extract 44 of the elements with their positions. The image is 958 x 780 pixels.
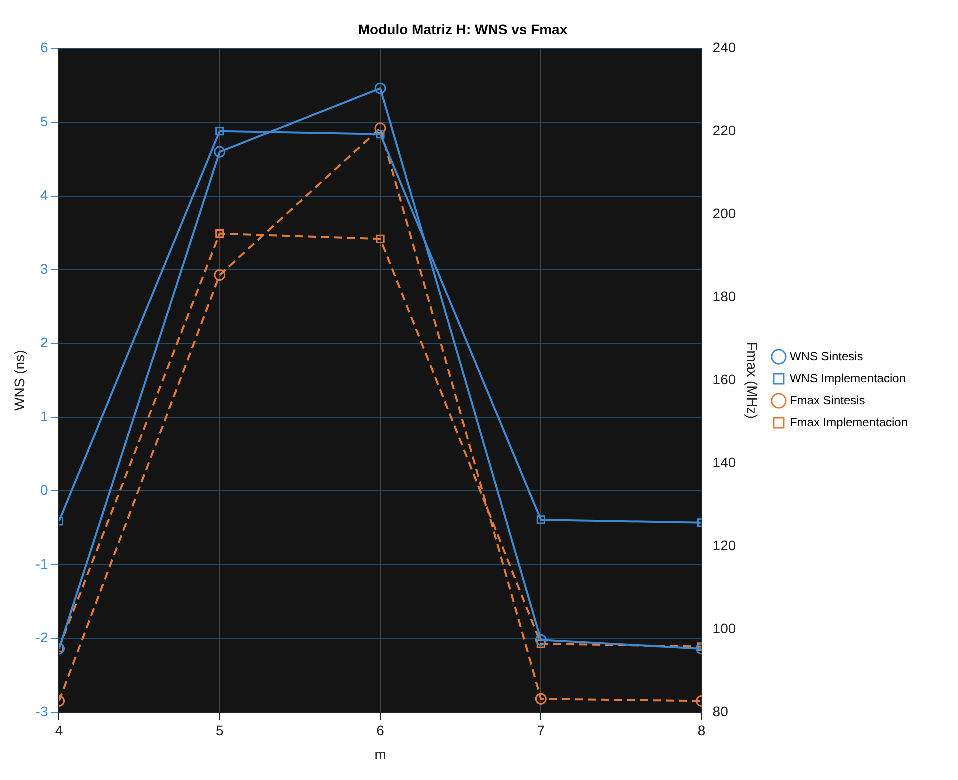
x-tick-label: 4 (55, 722, 64, 739)
x-tick-label: 5 (216, 722, 224, 739)
point (374, 82, 386, 94)
point (214, 146, 226, 158)
y-axis-title: WNS (ns) (11, 350, 28, 411)
chart-title: Modulo Matriz H: WNS vs Fmax (358, 21, 568, 38)
y2-axis-title: Fmax (MHz) (744, 342, 761, 420)
y-tick-label: 1 (40, 408, 48, 424)
y2-tick-label: 200 (712, 206, 736, 222)
y2-tick-label: 80 (712, 703, 729, 720)
y-tick-label: 2 (40, 334, 48, 351)
y-tick-label: 3 (40, 260, 48, 277)
y-tick-label: -2 (36, 630, 48, 646)
x-tick-label: 8 (698, 722, 706, 739)
point (376, 130, 385, 139)
y-tick-label: 4 (40, 187, 48, 204)
point (535, 693, 547, 705)
point (374, 122, 386, 134)
legend-label: WNS Sintesis (790, 349, 864, 364)
point (536, 640, 546, 648)
y2-tick-label: 240 (712, 40, 736, 56)
x-tick-label: 7 (537, 722, 546, 739)
x-tick-label: 6 (376, 722, 385, 739)
y-tick-label: 0 (40, 482, 48, 498)
legend-label: Fmax Sintesis (790, 393, 866, 408)
point (536, 516, 546, 524)
point (216, 127, 224, 136)
y2-tick-label: 160 (712, 371, 736, 388)
point (214, 270, 226, 282)
y2-tick-label: 180 (712, 288, 736, 305)
y-tick-label: 6 (40, 40, 48, 56)
y-tick-label: -3 (36, 703, 48, 720)
y-tick-label: -1 (36, 556, 48, 572)
point (376, 234, 385, 244)
x-axis-title: m (374, 746, 386, 762)
legend-label: WNS Implementacion (790, 371, 906, 386)
y2-tick-label: 120 (712, 537, 736, 554)
legend-label: Fmax Implementacion (790, 415, 908, 430)
point (535, 634, 547, 646)
y2-tick-label: 220 (712, 122, 736, 139)
point (216, 229, 224, 238)
y2-tick-label: 100 (712, 620, 736, 636)
y-tick-label: 5 (40, 113, 48, 130)
y2-tick-label: 140 (712, 454, 736, 470)
